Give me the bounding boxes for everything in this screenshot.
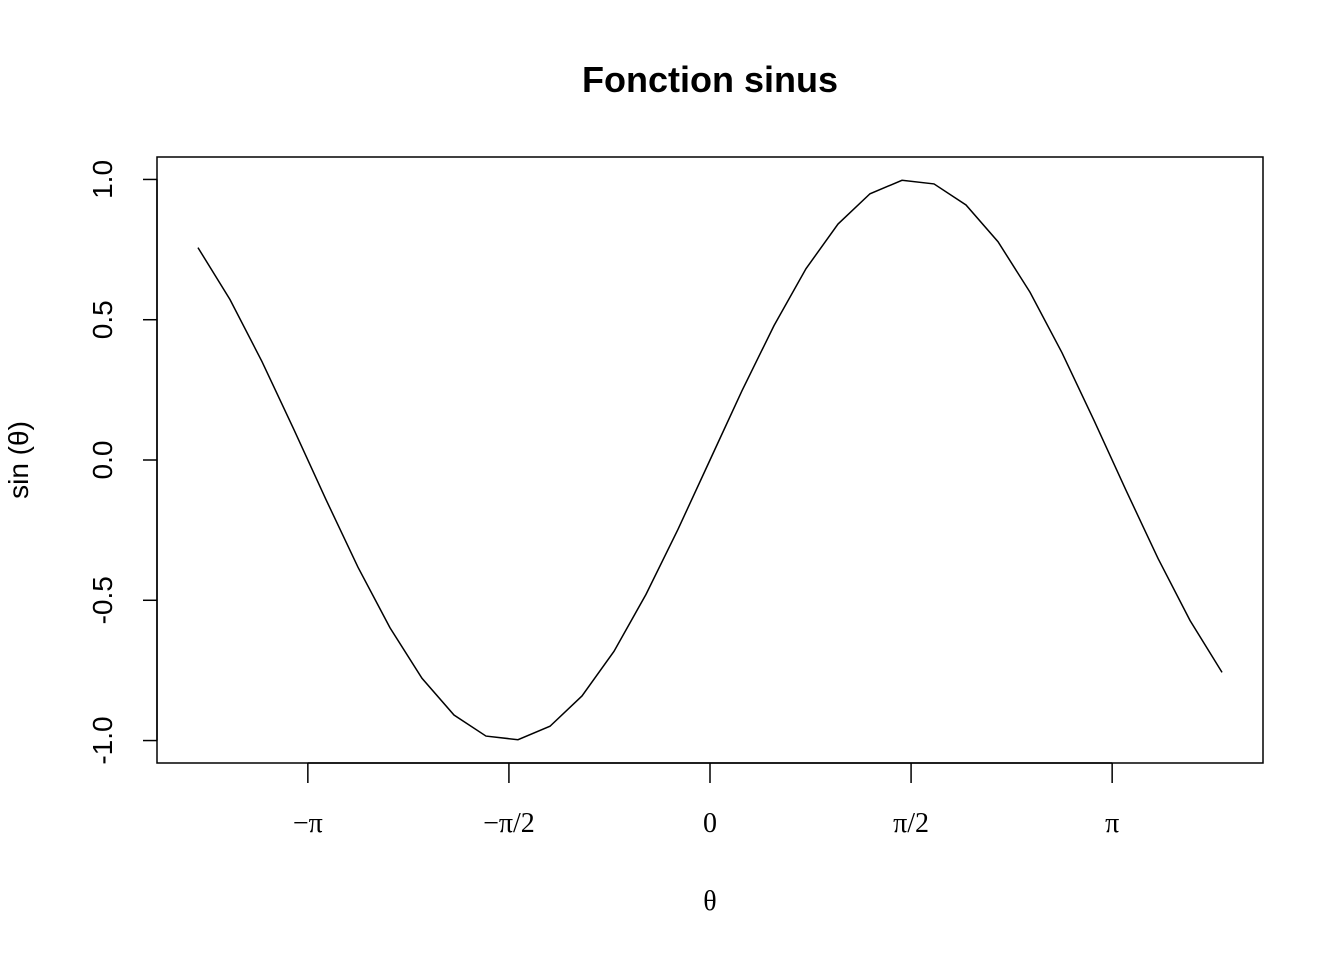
y-tick-label: 0.5 (87, 300, 118, 339)
x-tick-label: −π (293, 808, 323, 839)
y-tick-label: -0.5 (87, 576, 118, 624)
y-tick-label: -1.0 (87, 716, 118, 764)
y-tick-label: 1.0 (87, 160, 118, 199)
x-tick-label: 0 (703, 808, 717, 839)
y-tick-label: 0.0 (87, 441, 118, 480)
y-axis: -1.0 -0.5 0.0 0.5 1.0 (87, 160, 158, 765)
x-axis-label: θ (703, 886, 716, 917)
x-tick-label: π (1105, 808, 1119, 839)
x-tick-label: π/2 (893, 808, 929, 839)
x-tick-label: −π/2 (483, 808, 535, 839)
y-axis-label: sin (θ) (3, 421, 34, 499)
x-axis: −π −π/2 0 π/2 π (293, 762, 1119, 839)
chart-title: Fonction sinus (582, 59, 838, 100)
sine-curve (197, 179, 1223, 741)
